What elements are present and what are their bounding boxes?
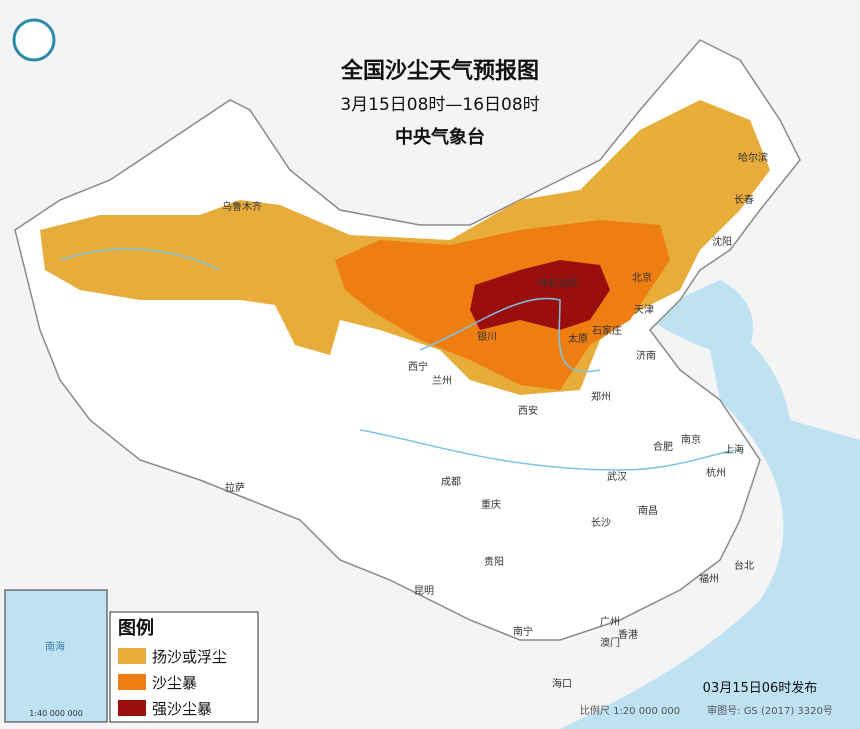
city-label: 济南 [636, 349, 656, 362]
bohai-sea [650, 280, 754, 360]
legend-swatch [118, 674, 146, 690]
legend-swatch [118, 648, 146, 664]
river [59, 248, 741, 471]
city-label: 太原 [568, 332, 588, 345]
city-label: 海口 [552, 677, 572, 690]
legend-title: 图例 [118, 617, 154, 639]
city-label: 西宁 [408, 360, 428, 373]
city-label: 南昌 [638, 504, 658, 517]
city-label: 南宁 [513, 625, 533, 638]
inset-map [4, 589, 108, 723]
city-label: 兰州 [432, 374, 452, 387]
city-label: 成都 [441, 476, 461, 488]
city-label: 银川 [477, 330, 497, 343]
city-label: 福州 [699, 572, 719, 585]
city-label: 南京 [681, 433, 701, 446]
city-label: 香港 [618, 629, 638, 641]
city-label: 天津 [634, 304, 654, 316]
city-label: 武汉 [607, 470, 627, 483]
city-label: 乌鲁木齐 [222, 200, 262, 213]
dust-zone-severe [470, 260, 610, 330]
approval-number: 审图号: GS (2017) 3320号 [707, 704, 833, 717]
city-label: 杭州 [706, 466, 726, 479]
city-label: 长春 [734, 194, 754, 206]
published: 03月15日06时发布 [703, 680, 818, 696]
agency: 中央气象台 [395, 126, 485, 148]
legend-label: 沙尘暴 [152, 674, 197, 692]
city-label: 上海 [724, 443, 744, 456]
city-label: 沈阳 [712, 235, 732, 248]
city-label: 合肥 [653, 440, 673, 453]
city-label: 广州 [600, 616, 620, 628]
inset-scale: 1:40 000 000 [29, 709, 83, 718]
city-label: 呼和浩特 [538, 278, 578, 290]
legend-label: 强沙尘暴 [152, 700, 212, 718]
city-label: 昆明 [414, 585, 434, 597]
title: 全国沙尘天气预报图 [340, 58, 539, 84]
city-label: 哈尔滨 [738, 151, 768, 164]
city-label: 台北 [734, 559, 754, 572]
period: 3月15日08时—16日08时 [340, 95, 539, 115]
map-scale: 比例尺 1:20 000 000 [580, 704, 680, 717]
inset-sea-label: 南海 [45, 640, 65, 653]
city-label: 石家庄 [592, 324, 622, 337]
city-label: 澳门 [600, 636, 620, 649]
city-label: 长沙 [591, 517, 611, 529]
legend-label: 扬沙或浮尘 [152, 648, 227, 666]
city-label: 西安 [518, 404, 538, 417]
city-label: 贵阳 [484, 555, 504, 568]
city-label: 重庆 [481, 498, 501, 511]
legend-swatch [118, 700, 146, 716]
sea [560, 300, 860, 729]
city-label: 拉萨 [225, 481, 245, 494]
logo [12, 18, 56, 62]
city-label: 北京 [632, 271, 652, 284]
city-label: 郑州 [591, 390, 611, 403]
